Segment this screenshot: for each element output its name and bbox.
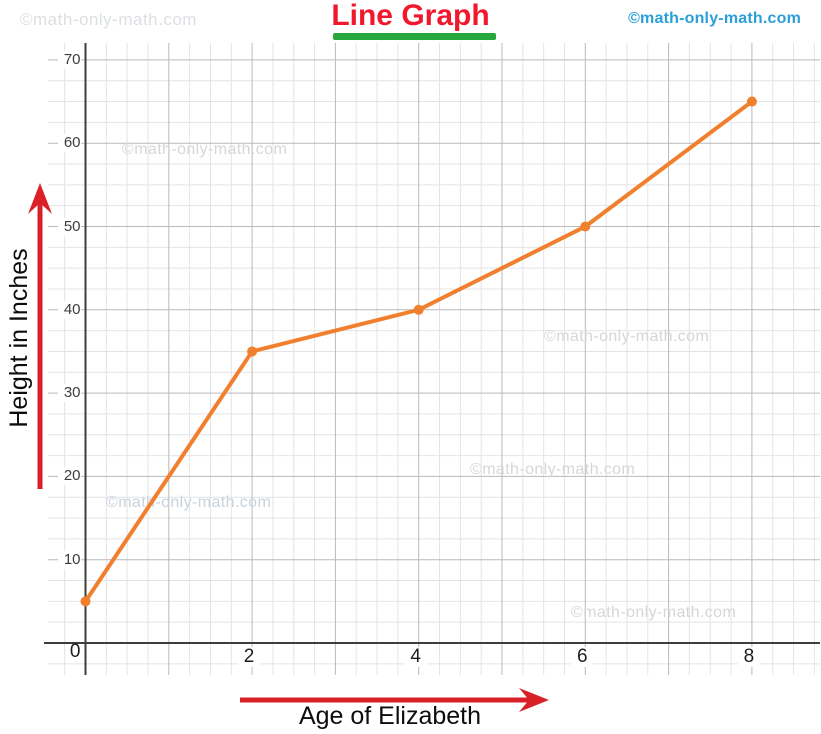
y-tick-label: 10 xyxy=(57,550,81,569)
x-axis-arrow xyxy=(240,688,549,712)
y-tick-label: 70 xyxy=(57,50,81,69)
title-underline xyxy=(333,33,496,40)
x-axis-title: Age of Elizabeth xyxy=(298,702,482,730)
data-point[interactable] xyxy=(746,96,757,107)
x-tick-label: 0 xyxy=(69,641,81,662)
watermark-plot-5: ©math-only-math.com xyxy=(571,604,737,621)
data-point[interactable] xyxy=(413,304,424,315)
watermark-top-right-link[interactable]: ©math-only-math.com xyxy=(628,10,801,27)
y-axis-title: Height in Inches xyxy=(5,248,33,428)
x-tick-label: 6 xyxy=(571,647,594,667)
y-axis-arrow xyxy=(28,183,52,489)
page-title: Line Graph xyxy=(331,0,490,32)
y-tick-label: 20 xyxy=(57,467,81,486)
y-tick-label: 50 xyxy=(57,217,81,236)
data-point[interactable] xyxy=(80,596,91,607)
y-tick-label: 60 xyxy=(57,134,81,153)
x-tick-label: 2 xyxy=(238,647,261,667)
y-tick-label: 30 xyxy=(57,384,81,403)
watermark-plot-3: ©math-only-math.com xyxy=(470,461,636,478)
data-point[interactable] xyxy=(580,221,591,232)
x-tick-label: 8 xyxy=(737,647,760,667)
watermark-top-left: ©math-only-math.com xyxy=(20,10,197,29)
watermark-plot-2: ©math-only-math.com xyxy=(544,328,710,345)
x-tick-label: 4 xyxy=(404,647,427,667)
watermark-plot-1: ©math-only-math.com xyxy=(122,141,288,158)
y-tick-label: 40 xyxy=(57,300,81,319)
data-point[interactable] xyxy=(247,346,258,357)
